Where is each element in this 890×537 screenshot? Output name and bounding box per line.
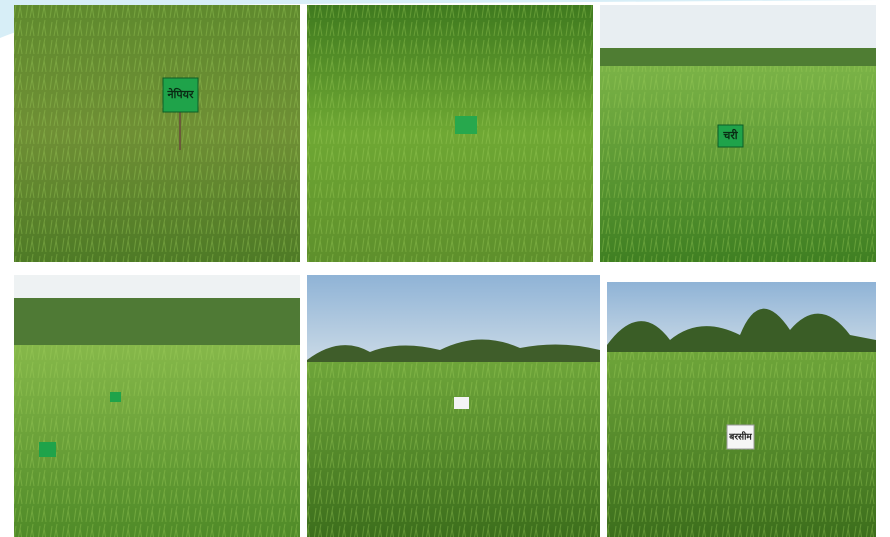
field-sign (454, 397, 469, 409)
sign-label: चरी (722, 128, 738, 142)
photo-napier: नेपियर (14, 5, 300, 262)
photo-field (307, 5, 593, 262)
photo-field (307, 275, 600, 537)
photo-grass-field (14, 275, 300, 537)
photo-berseem: बरसीम (607, 282, 876, 537)
field-sign (110, 392, 121, 402)
field-sign (39, 442, 56, 457)
sign-label: बरसीम (728, 431, 752, 443)
field-sign (455, 116, 477, 134)
background-swoosh (0, 0, 880, 38)
field-sign (162, 77, 199, 113)
sign-label: नेपियर (166, 87, 194, 101)
field-sign (726, 424, 755, 450)
field-sign (717, 124, 744, 148)
photo-chari: चरी (600, 5, 876, 262)
